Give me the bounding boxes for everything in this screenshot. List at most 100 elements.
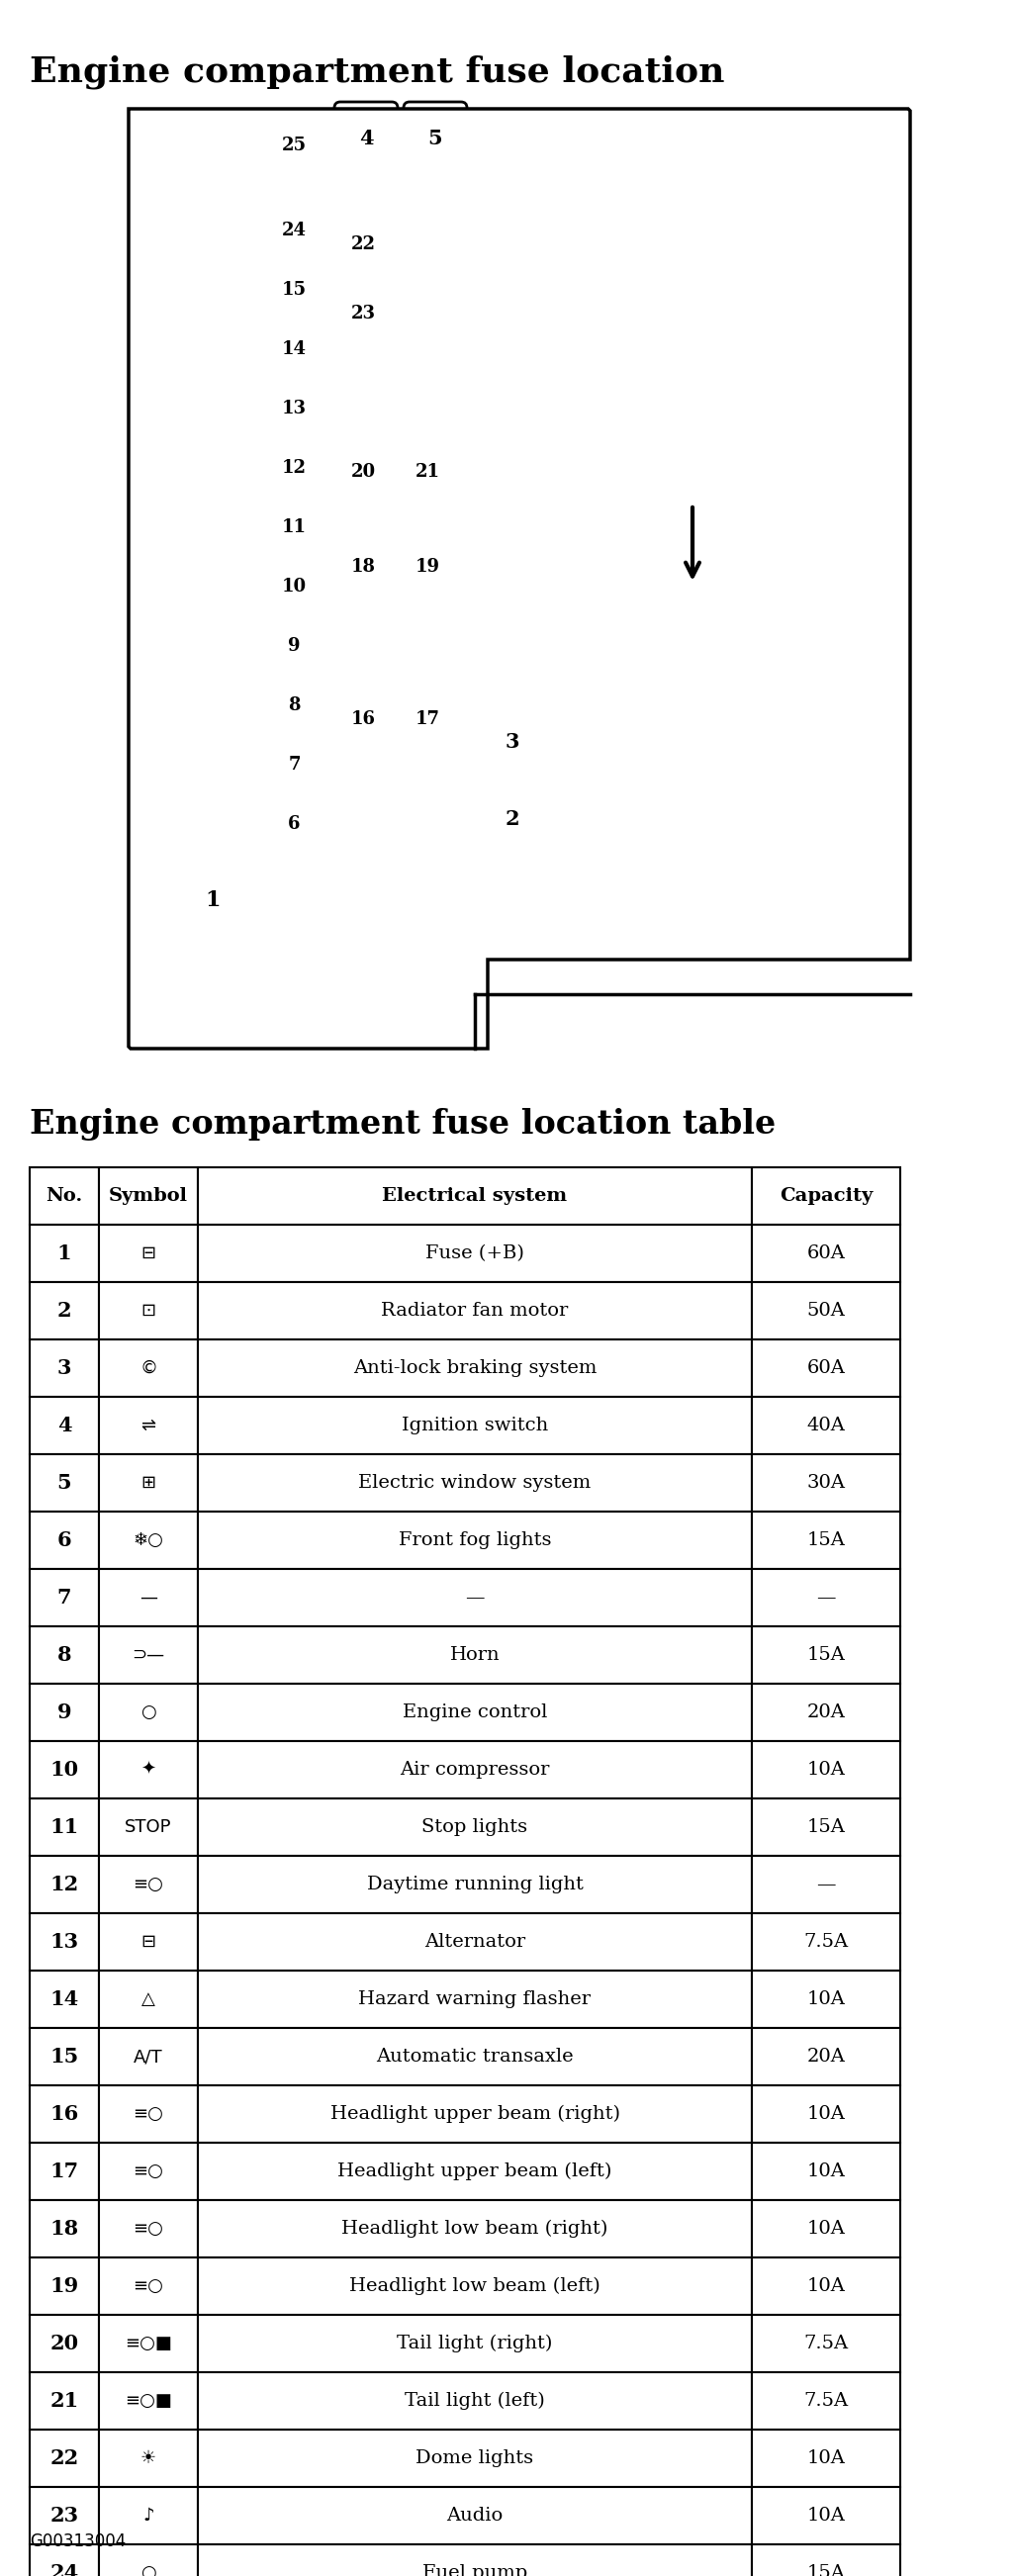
FancyBboxPatch shape <box>265 265 324 314</box>
Bar <box>198 1971 752 2027</box>
Bar <box>98 1798 198 1855</box>
Bar <box>29 2486 98 2545</box>
Text: ≡○: ≡○ <box>133 2105 163 2123</box>
Text: 8: 8 <box>57 1646 71 1664</box>
Text: 7.5A: 7.5A <box>804 2393 849 2409</box>
Bar <box>752 2545 900 2576</box>
Text: 21: 21 <box>50 2391 79 2411</box>
Text: ≡○: ≡○ <box>133 2277 163 2295</box>
Bar <box>752 1625 900 1685</box>
Bar <box>98 2372 198 2429</box>
Bar <box>752 1741 900 1798</box>
Bar <box>98 1283 198 1340</box>
Bar <box>98 2545 198 2576</box>
Text: Headlight low beam (left): Headlight low beam (left) <box>349 2277 600 2295</box>
Bar <box>98 2027 198 2087</box>
Text: 8: 8 <box>288 696 300 714</box>
Bar <box>198 1741 752 1798</box>
Text: 15A: 15A <box>807 2563 845 2576</box>
Text: 7: 7 <box>57 1587 71 1607</box>
Text: ≡○: ≡○ <box>133 1875 163 1893</box>
Text: Anti-lock braking system: Anti-lock braking system <box>353 1360 597 1378</box>
Bar <box>29 2372 98 2429</box>
Bar <box>98 2429 198 2486</box>
Text: ☀: ☀ <box>140 2450 156 2468</box>
Text: 15: 15 <box>50 2048 79 2066</box>
Bar <box>752 2372 900 2429</box>
Bar <box>752 1685 900 1741</box>
Text: 20: 20 <box>351 464 376 482</box>
Bar <box>98 1914 198 1971</box>
FancyBboxPatch shape <box>161 858 264 943</box>
Bar <box>752 1914 900 1971</box>
Bar <box>198 1455 752 1512</box>
FancyBboxPatch shape <box>265 739 324 788</box>
Text: 10A: 10A <box>807 2277 845 2295</box>
Text: 12: 12 <box>282 459 307 477</box>
Text: 24: 24 <box>282 222 307 240</box>
Bar <box>198 2027 752 2087</box>
Text: Capacity: Capacity <box>780 1188 873 1206</box>
FancyBboxPatch shape <box>265 325 324 374</box>
Text: ⊡: ⊡ <box>141 1301 156 1319</box>
Text: ≡○: ≡○ <box>133 2221 163 2239</box>
Text: No.: No. <box>46 1188 83 1206</box>
Text: 13: 13 <box>50 1932 79 1953</box>
FancyBboxPatch shape <box>334 690 393 750</box>
Text: 4: 4 <box>57 1417 71 1435</box>
Bar <box>29 2316 98 2372</box>
Text: 15A: 15A <box>807 1646 845 1664</box>
Bar <box>29 2257 98 2316</box>
FancyBboxPatch shape <box>334 103 398 175</box>
Text: ≡○: ≡○ <box>133 2161 163 2179</box>
Text: Headlight upper beam (right): Headlight upper beam (right) <box>330 2105 620 2123</box>
Bar <box>29 1914 98 1971</box>
Bar <box>752 1396 900 1455</box>
Text: ⇌: ⇌ <box>141 1417 156 1435</box>
Bar <box>98 1685 198 1741</box>
Bar <box>752 2027 900 2087</box>
Text: —: — <box>816 1589 835 1607</box>
Text: 30A: 30A <box>807 1473 845 1492</box>
PathPatch shape <box>129 108 910 1048</box>
Bar <box>198 2372 752 2429</box>
Bar <box>29 1685 98 1741</box>
Bar <box>29 1455 98 1512</box>
Text: ❄○: ❄○ <box>133 1530 163 1548</box>
Bar <box>98 2200 198 2257</box>
Bar <box>752 1512 900 1569</box>
Text: Symbol: Symbol <box>109 1188 188 1206</box>
FancyBboxPatch shape <box>483 788 541 848</box>
Bar <box>752 1283 900 1340</box>
Bar <box>98 1569 198 1625</box>
Text: Headlight low beam (right): Headlight low beam (right) <box>342 2221 608 2239</box>
Bar <box>98 1625 198 1685</box>
Text: Front fog lights: Front fog lights <box>399 1530 551 1548</box>
Text: 21: 21 <box>415 464 441 482</box>
Text: —: — <box>816 1875 835 1893</box>
Bar <box>98 1512 198 1569</box>
FancyBboxPatch shape <box>265 562 324 611</box>
Bar <box>752 1224 900 1283</box>
Bar <box>146 144 211 198</box>
FancyBboxPatch shape <box>483 711 541 773</box>
Bar <box>29 2545 98 2576</box>
Bar <box>752 2200 900 2257</box>
Text: Horn: Horn <box>450 1646 500 1664</box>
Text: 17: 17 <box>50 2161 79 2182</box>
Bar <box>198 2200 752 2257</box>
Bar <box>29 1512 98 1569</box>
Text: 2: 2 <box>57 1301 71 1321</box>
Bar <box>198 1512 752 1569</box>
Bar <box>752 2087 900 2143</box>
Text: 40A: 40A <box>807 1417 845 1435</box>
Text: ⊃—: ⊃— <box>132 1646 164 1664</box>
Text: 2: 2 <box>504 809 520 829</box>
Bar <box>198 1569 752 1625</box>
Text: ⊟: ⊟ <box>141 1932 156 1950</box>
Bar <box>29 2143 98 2200</box>
Text: Electric window system: Electric window system <box>358 1473 591 1492</box>
Text: 15A: 15A <box>807 1530 845 1548</box>
Text: Dome lights: Dome lights <box>416 2450 534 2468</box>
Bar <box>146 410 211 464</box>
